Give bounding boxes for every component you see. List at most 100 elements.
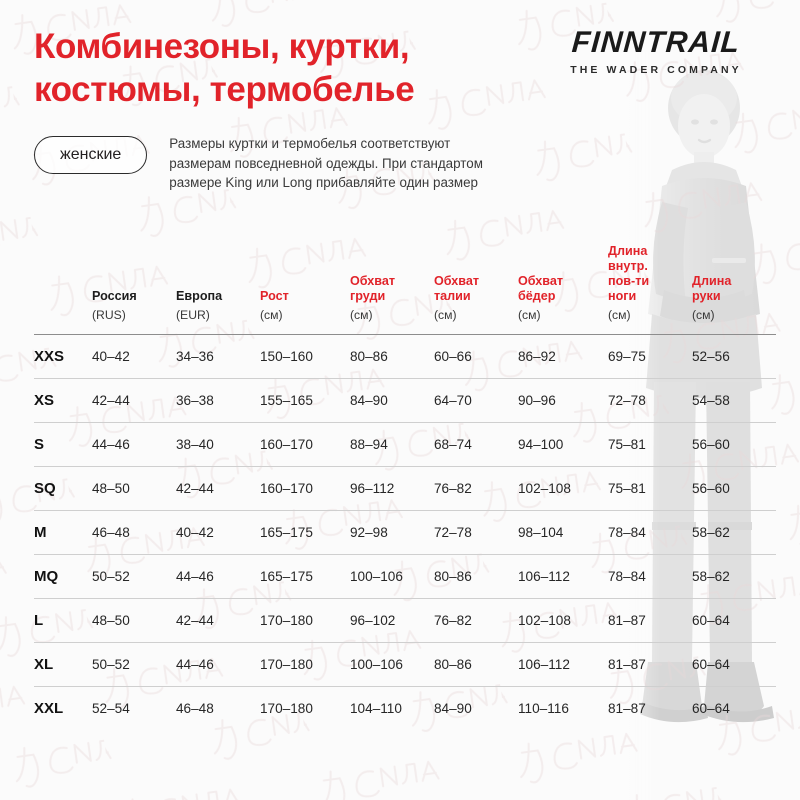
cell-sleeve: 58–62 [692,568,730,584]
cell-eur: 36–38 [176,392,214,408]
cell-inseam: 75–81 [608,480,646,496]
brand-name: FINNTRAIL [570,26,742,59]
cell-rus: 46–48 [92,524,130,540]
table-row: L 48–50 42–44 170–180 96–102 76–82 102–108 81–8… [34,598,776,642]
cell-sleeve: 54–58 [692,392,730,408]
cell-hips: 106–112 [518,568,570,584]
column-header-title: Европа [176,288,223,303]
column-header-title: Обхват бёдер [518,273,564,303]
cell-inseam: 81–87 [608,656,646,672]
column-header-unit: (см) [608,308,631,323]
cell-eur: 40–42 [176,524,214,540]
table-row: XXL 52–54 46–48 170–180 104–110 84–90 110–116 8… [34,686,776,730]
cell-height: 170–180 [260,656,313,672]
subhead: женские Размеры куртки и термобелья соот… [34,134,800,191]
column-header-inseam: Длина внутр. пов-ти ноги (см) [608,238,692,334]
cell-rus: 42–44 [92,392,130,408]
cell-hips: 86–92 [518,348,556,364]
cell-waist: 68–74 [434,436,472,452]
row-size-label: S [34,435,45,453]
cell-inseam: 72–78 [608,392,646,408]
cell-height: 155–165 [260,392,313,408]
cell-eur: 44–46 [176,568,214,584]
gender-badge[interactable]: женские [34,136,148,175]
cell-eur: 44–46 [176,656,214,672]
brand-logo: FINNTRAIL THE WADER COMPANY [540,26,772,76]
page-title: Комбинезоны, куртки, костюмы, термобелье [34,27,415,109]
page-header: Комбинезоны, куртки, костюмы, термобелье… [0,0,800,111]
cell-eur: 46–48 [176,700,214,716]
cell-hips: 90–96 [518,392,556,408]
cell-rus: 52–54 [92,700,130,716]
column-header-title: Обхват груди [350,273,396,303]
table-header-row: Россия (RUS) Европа (EUR) Рост (см) Обхват гру… [34,238,776,334]
cell-eur: 38–40 [176,436,214,452]
table-head: Россия (RUS) Европа (EUR) Рост (см) Обхват гру… [34,238,776,334]
table-row: SQ 48–50 42–44 160–170 96–112 76–82 102–108 75–… [34,466,776,510]
cell-sleeve: 60–64 [692,656,730,672]
cell-chest: 80–86 [350,348,388,364]
column-header-rus: Россия (RUS) [92,238,176,334]
cell-inseam: 81–87 [608,700,646,716]
cell-waist: 64–70 [434,392,472,408]
column-header-waist: Обхват талии (см) [434,238,518,334]
cell-hips: 102–108 [518,612,571,628]
cell-chest: 84–90 [350,392,388,408]
column-header-hips: Обхват бёдер (см) [518,238,608,334]
cell-rus: 50–52 [92,568,130,584]
cell-waist: 60–66 [434,348,472,364]
table-row: XL 50–52 44–46 170–180 100–106 80–86 106–112 81… [34,642,776,686]
cell-sleeve: 56–60 [692,480,730,496]
cell-inseam: 75–81 [608,436,646,452]
cell-rus: 48–50 [92,612,130,628]
cell-height: 160–170 [260,436,313,452]
cell-sleeve: 60–64 [692,700,730,716]
column-header-unit: (см) [692,308,715,323]
brand-tagline: THE WADER COMPANY [570,64,742,76]
cell-chest: 104–110 [350,700,402,716]
cell-sleeve: 52–56 [692,348,730,364]
cell-chest: 96–102 [350,612,396,628]
row-size-label: XXL [34,699,64,717]
cell-waist: 76–82 [434,480,472,496]
column-header-unit: (см) [434,308,457,323]
row-size-label: XS [34,391,55,409]
cell-waist: 72–78 [434,524,472,540]
cell-rus: 44–46 [92,436,130,452]
column-header-title: Обхват талии [434,273,480,303]
column-header-title: Длина руки [692,273,732,303]
cell-inseam: 78–84 [608,524,646,540]
cell-sleeve: 56–60 [692,436,730,452]
cell-height: 170–180 [260,700,313,716]
cell-waist: 84–90 [434,700,472,716]
cell-rus: 50–52 [92,656,130,672]
cell-chest: 96–112 [350,480,395,496]
cell-inseam: 81–87 [608,612,646,628]
column-header-title: Длина внутр. пов-ти ноги [608,244,650,303]
column-header-unit: (EUR) [176,308,210,323]
cell-rus: 40–42 [92,348,130,364]
cell-waist: 80–86 [434,568,472,584]
cell-inseam: 78–84 [608,568,646,584]
table-row: S 44–46 38–40 160–170 88–94 68–74 94–100 75–81 5… [34,422,776,466]
column-header-eur: Европа (EUR) [176,238,260,334]
cell-waist: 76–82 [434,612,472,628]
column-header-height: Рост (см) [260,238,350,334]
cell-hips: 110–116 [518,700,569,716]
cell-chest: 100–106 [350,656,403,672]
row-size-label: M [34,523,47,541]
cell-inseam: 69–75 [608,348,646,364]
column-header-unit: (см) [350,308,373,323]
row-size-label: MQ [34,567,59,585]
cell-hips: 94–100 [518,436,564,452]
cell-hips: 102–108 [518,480,571,496]
cell-rus: 48–50 [92,480,130,496]
column-header-sleeve: Длина руки (см) [692,238,776,334]
table-body: XXS 40–42 34–36 150–160 80–86 60–66 86–92 69–75… [34,334,776,730]
cell-chest: 88–94 [350,436,388,452]
table-row: XXS 40–42 34–36 150–160 80–86 60–66 86–92 69–75… [34,334,776,378]
column-header-unit: (см) [260,308,283,323]
table-row: M 46–48 40–42 165–175 92–98 72–78 98–104 78–84 5… [34,510,776,554]
size-table: Россия (RUS) Европа (EUR) Рост (см) Обхват гру… [34,238,776,730]
